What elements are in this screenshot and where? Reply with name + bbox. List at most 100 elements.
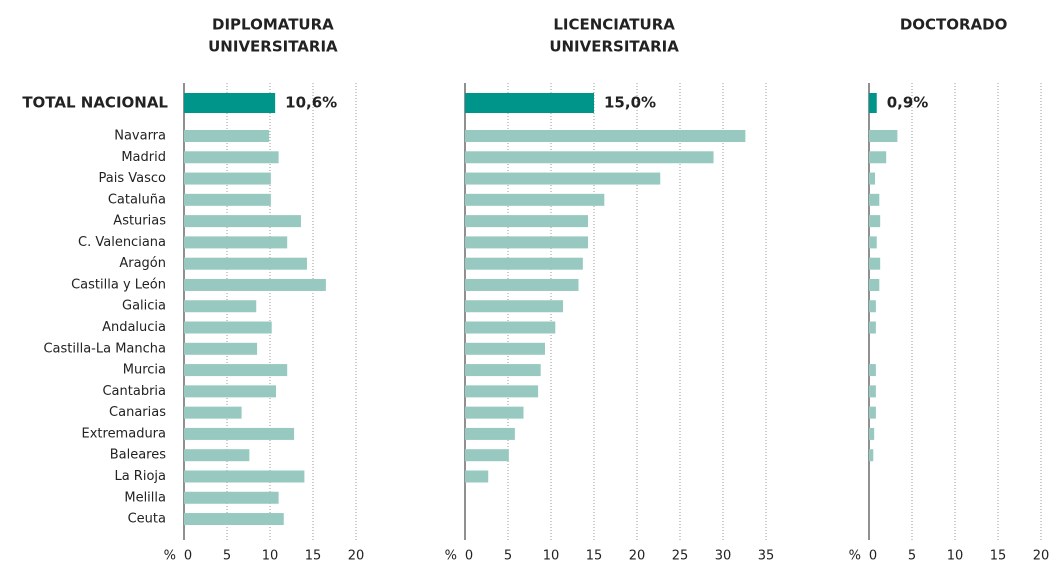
total-bar <box>869 93 877 113</box>
bar <box>869 278 880 291</box>
axis-unit: % <box>164 549 176 562</box>
bar <box>869 385 876 398</box>
total-bar <box>465 93 594 113</box>
x-tick-label: 5 <box>223 549 231 562</box>
bar <box>184 406 242 419</box>
bar <box>184 172 271 185</box>
x-tick-label: 0 <box>465 549 473 562</box>
x-tick-label: 10 <box>543 549 560 562</box>
x-tick-label: 0 <box>184 549 192 562</box>
bar <box>184 385 277 398</box>
bar <box>465 172 661 185</box>
x-tick-label: 10 <box>262 549 279 562</box>
bar <box>869 130 898 142</box>
x-tick-label: 5 <box>908 549 916 562</box>
bar <box>465 342 545 355</box>
bar <box>869 151 887 164</box>
category-label: C. Valenciana <box>78 235 166 250</box>
x-tick-label: 0 <box>869 549 877 562</box>
bar <box>869 364 876 377</box>
bar <box>184 470 305 483</box>
category-label: Navarra <box>114 129 166 144</box>
x-tick-label: 5 <box>504 549 512 562</box>
axis-unit: % <box>445 549 457 562</box>
bar <box>869 257 881 270</box>
bar <box>465 130 746 142</box>
panel-title: UNIVERSITARIA <box>208 38 338 56</box>
bar <box>869 172 876 185</box>
bar <box>184 257 307 270</box>
bar <box>184 342 258 355</box>
x-tick-label: 35 <box>758 549 775 562</box>
bar <box>465 257 583 270</box>
x-tick-label: 10 <box>947 549 964 562</box>
bar <box>869 215 881 228</box>
bar <box>869 300 876 313</box>
x-tick-label: 25 <box>672 549 689 562</box>
category-label: Murcia <box>123 363 166 378</box>
panel-title: DIPLOMATURA <box>212 16 334 34</box>
bar <box>869 193 880 206</box>
category-label: Pais Vasco <box>99 171 167 186</box>
bar <box>184 427 295 440</box>
category-label: La Rioja <box>114 469 166 484</box>
bar <box>869 427 875 440</box>
bar <box>184 513 284 526</box>
x-tick-label: 20 <box>629 549 646 562</box>
bar <box>869 449 874 462</box>
x-tick-label: 20 <box>1033 549 1050 562</box>
bar <box>869 236 877 249</box>
panel-title: DOCTORADO <box>900 16 1008 34</box>
total-bar <box>184 93 276 113</box>
category-label: Cataluña <box>108 192 166 207</box>
x-tick-label: 20 <box>348 549 365 562</box>
bar <box>465 321 556 334</box>
bar <box>184 151 279 164</box>
bar <box>465 385 539 398</box>
bar <box>465 278 579 291</box>
value-label: 0,9% <box>887 94 929 112</box>
bar <box>184 193 271 206</box>
panel-title: UNIVERSITARIA <box>549 38 679 56</box>
bar <box>184 300 257 313</box>
bar <box>465 193 605 206</box>
category-label: Madrid <box>121 150 166 165</box>
bar <box>465 215 588 228</box>
bar <box>184 236 288 249</box>
value-label: 10,6% <box>285 94 337 112</box>
x-tick-label: 30 <box>715 549 732 562</box>
bar <box>184 449 250 462</box>
bar <box>184 215 301 228</box>
x-tick-label: 15 <box>586 549 603 562</box>
bar <box>465 364 541 377</box>
category-label: Andalucia <box>102 320 166 335</box>
bar <box>184 278 326 291</box>
category-label: Melilla <box>124 490 166 505</box>
bar <box>465 300 564 313</box>
category-label: Extremadura <box>82 426 167 441</box>
x-tick-label: 15 <box>305 549 322 562</box>
category-label: Galicia <box>122 299 166 314</box>
bar <box>184 321 272 334</box>
bar <box>184 130 270 142</box>
bar <box>465 449 509 462</box>
panel-title: LICENCIATURA <box>553 16 675 34</box>
bar <box>465 470 489 483</box>
category-label: Canarias <box>109 405 166 420</box>
category-label: Asturias <box>113 214 166 229</box>
bar <box>869 321 876 334</box>
bar <box>465 151 714 164</box>
axis-unit: % <box>849 549 861 562</box>
bar <box>465 236 588 249</box>
bar <box>465 427 515 440</box>
value-label: 15,0% <box>604 94 656 112</box>
total-label: TOTAL NACIONAL <box>22 94 168 112</box>
bar <box>184 364 288 377</box>
category-label: Ceuta <box>128 512 166 527</box>
category-label: Baleares <box>110 448 167 463</box>
category-label: Cantabria <box>102 384 166 399</box>
category-label: Aragón <box>119 256 166 271</box>
bar <box>465 406 524 419</box>
x-tick-label: 15 <box>990 549 1007 562</box>
